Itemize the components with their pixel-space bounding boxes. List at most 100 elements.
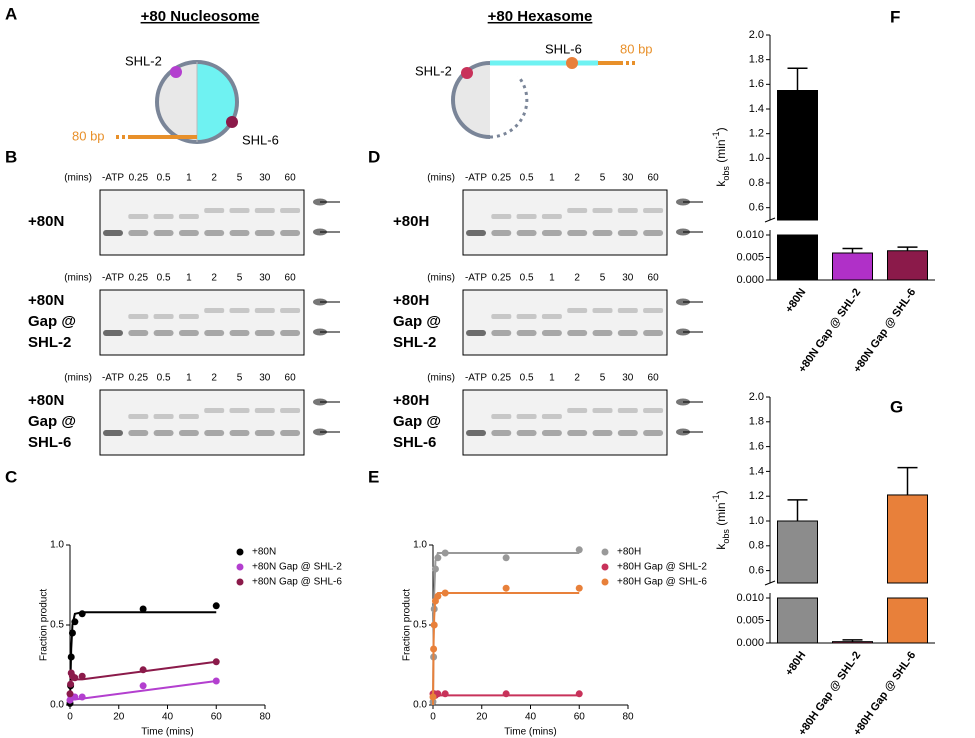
gel-band [491,414,512,419]
y-axis-label-part: obs [721,529,731,544]
lane-label: 1 [549,173,555,184]
legend-label: +80H [617,547,641,558]
gel-band [178,414,199,419]
schematic-title: +80 Hexasome [488,8,593,25]
gel-image [99,189,305,256]
gel-band [567,208,588,213]
gel-image [462,189,668,256]
x-tick-label: +80H Gap @ SHL-2 [796,650,863,738]
y-tick-label: 1.6 [749,78,764,90]
gel-band [592,308,613,313]
lane-label: 0.25 [492,273,512,284]
data-point [575,584,583,592]
gel-label: Gap @ [393,413,441,430]
x-tick-label: 80 [622,712,634,723]
gel-band [153,330,174,336]
lane-label: 2 [574,173,580,184]
gel-band [567,230,588,236]
lane-label: 1 [186,373,192,384]
data-point [212,602,220,610]
y-tick-label: 0.6 [749,565,764,577]
gel-label: +80N [28,392,64,409]
gel-band [128,230,149,236]
data-point [502,584,510,592]
y-axis-label-part: k [714,180,728,187]
gel-band [643,230,664,236]
data-point [71,674,79,682]
data-point [441,589,449,597]
lane-label: 30 [622,373,634,384]
y-tick-label: 0.005 [736,614,764,626]
y-tick-label: 1.0 [50,540,64,551]
gel-band [204,308,225,313]
lane-label: 60 [285,173,297,184]
gel-band [128,330,149,336]
lane-label: 2 [574,373,580,384]
gel-band [229,408,250,413]
lane-label: 5 [600,373,606,384]
gel-band [643,208,664,213]
lane-label: 30 [259,373,271,384]
gel-label: SHL-6 [393,434,436,451]
data-point [434,592,442,600]
lane-label: 1 [186,273,192,284]
y-tick-label: 2.0 [749,29,764,41]
lane-label: 5 [237,373,243,384]
lane-label: 0.5 [157,373,171,384]
lane-label: 30 [622,173,634,184]
data-point [575,690,583,698]
legend-label: +80H Gap @ SHL-6 [617,577,707,588]
data-point [67,653,75,661]
gel-label: SHL-2 [393,334,436,351]
y-tick-label: 1.0 [749,152,764,164]
schematic-label: 80 bp [620,41,653,56]
gel-band [541,314,562,319]
y-axis-label-part: (min [714,502,728,529]
time-unit: (mins) [427,173,455,184]
y-tick-label: 0.010 [736,592,764,604]
axis-break [764,217,776,223]
schematic-label: 80 bp [72,128,105,143]
data-point [67,680,75,688]
schematic-label: SHL-2 [125,53,162,68]
gel-band [229,308,250,313]
lane-label: 2 [211,373,217,384]
y-axis-label-part: ) [714,490,728,494]
gel-band [153,414,174,419]
lane-label: 60 [648,373,660,384]
lane-label: 2 [211,273,217,284]
legend-marker [601,563,609,571]
lane-label: -ATP [102,273,124,284]
data-point [430,645,438,653]
data-point [502,690,510,698]
gel-band [491,230,512,236]
gel-band [592,208,613,213]
fit-line [432,592,580,706]
gel-label: +80H [393,213,429,230]
gel-band [178,314,199,319]
gel-label: +80N [28,213,64,230]
gel-band [254,308,275,313]
y-axis-label-part: obs [721,166,731,181]
lane-label: 60 [648,173,660,184]
legend-marker [236,548,244,556]
lane-label: 60 [648,273,660,284]
y-tick-label: 0.5 [50,620,64,631]
lane-label: 5 [600,173,606,184]
lane-label: 1 [549,373,555,384]
data-point [78,672,86,680]
gel-band [229,330,250,336]
legend-label: +80N Gap @ SHL-6 [252,577,342,588]
lane-label: 0.25 [129,173,149,184]
y-tick-label: 1.8 [749,416,764,428]
gel-band [617,230,638,236]
lane-label: 0.5 [520,173,534,184]
y-tick-label: 2.0 [749,391,764,403]
gel-band [153,230,174,236]
y-tick-label: 0.8 [749,177,764,189]
y-tick-label: 1.6 [749,441,764,453]
x-tick-label: 40 [525,712,537,723]
gel-band [280,208,301,213]
bar-upper [777,90,818,221]
gel-band [567,308,588,313]
